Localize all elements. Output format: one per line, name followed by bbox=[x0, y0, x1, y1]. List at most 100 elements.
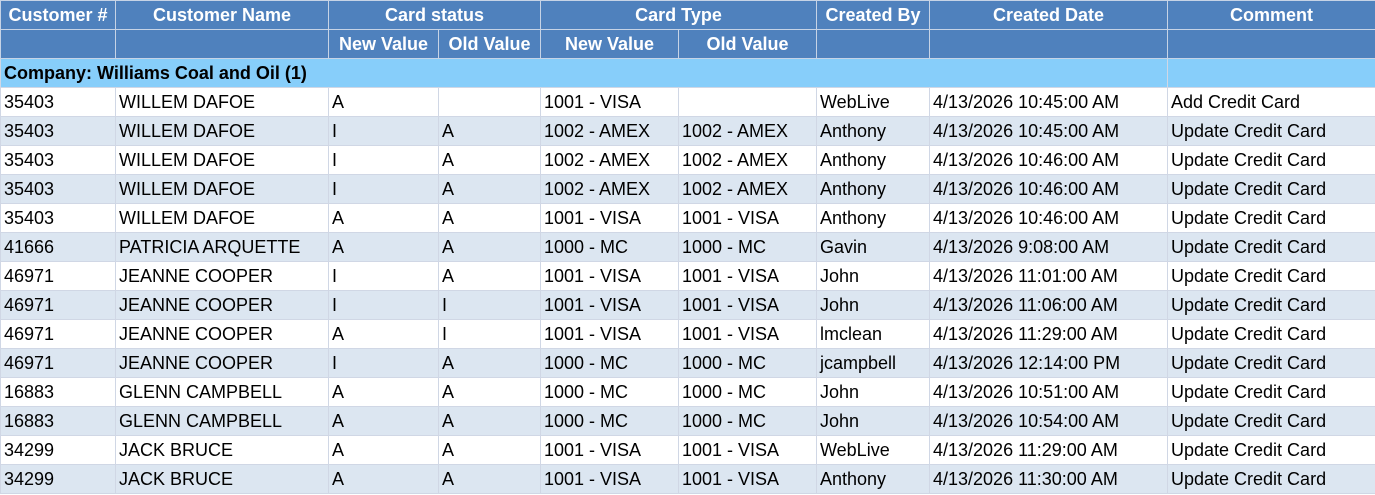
cell: 1001 - VISA bbox=[540, 319, 679, 349]
cell: A bbox=[438, 203, 541, 233]
data-row: 16883 GLENN CAMPBELL A A 1000 - MC 1000 - MC J… bbox=[0, 377, 1375, 407]
cell: I bbox=[438, 290, 541, 320]
cell: 34299 bbox=[0, 464, 116, 494]
cell: A bbox=[328, 87, 439, 117]
cell: 1001 - VISA bbox=[540, 464, 679, 494]
cell: I bbox=[328, 174, 439, 204]
data-row: 35403 WILLEM DAFOE I A 1002 - AMEX 1002 - AME… bbox=[0, 145, 1375, 175]
cell: 4/13/2026 10:46:00 AM bbox=[929, 145, 1168, 175]
cell: 16883 bbox=[0, 377, 116, 407]
sub-header: New Value bbox=[540, 29, 679, 59]
cell bbox=[678, 87, 817, 117]
cell: I bbox=[438, 319, 541, 349]
cell: John bbox=[816, 290, 930, 320]
cell: Update Credit Card bbox=[1167, 406, 1375, 436]
sub-header: Old Value bbox=[438, 29, 541, 59]
cell: A bbox=[438, 377, 541, 407]
column-header: Comment bbox=[1167, 0, 1375, 30]
cell: 4/13/2026 11:01:00 AM bbox=[929, 261, 1168, 291]
cell: WILLEM DAFOE bbox=[115, 174, 329, 204]
cell: A bbox=[438, 464, 541, 494]
cell: WebLive bbox=[816, 87, 930, 117]
cell: WILLEM DAFOE bbox=[115, 116, 329, 146]
data-row: 46971 JEANNE COOPER I A 1001 - VISA 1001 - VI… bbox=[0, 261, 1375, 291]
cell: 1002 - AMEX bbox=[540, 116, 679, 146]
cell: Update Credit Card bbox=[1167, 435, 1375, 465]
cell: A bbox=[328, 464, 439, 494]
data-row: 16883 GLENN CAMPBELL A A 1000 - MC 1000 - MC J… bbox=[0, 406, 1375, 436]
cell: Anthony bbox=[816, 145, 930, 175]
cell: 34299 bbox=[0, 435, 116, 465]
cell: A bbox=[328, 319, 439, 349]
cell: Update Credit Card bbox=[1167, 261, 1375, 291]
header-row: Customer # Customer Name Card status Card T… bbox=[0, 0, 1375, 30]
cell: A bbox=[328, 203, 439, 233]
cell: WILLEM DAFOE bbox=[115, 87, 329, 117]
cell: I bbox=[328, 145, 439, 175]
cell: 35403 bbox=[0, 203, 116, 233]
cell: I bbox=[328, 290, 439, 320]
cell: 1002 - AMEX bbox=[678, 116, 817, 146]
cell: 1001 - VISA bbox=[540, 290, 679, 320]
cell: A bbox=[328, 232, 439, 262]
sub-header: New Value bbox=[328, 29, 439, 59]
cell: Update Credit Card bbox=[1167, 232, 1375, 262]
company-blank bbox=[1167, 58, 1375, 88]
column-header: Card Type bbox=[540, 0, 817, 30]
cell: A bbox=[438, 406, 541, 436]
data-row: 35403 WILLEM DAFOE I A 1002 - AMEX 1002 - AME… bbox=[0, 116, 1375, 146]
cell: A bbox=[328, 406, 439, 436]
cell: 1000 - MC bbox=[678, 348, 817, 378]
cell: 35403 bbox=[0, 116, 116, 146]
cell: Update Credit Card bbox=[1167, 348, 1375, 378]
data-row: 35403 WILLEM DAFOE A 1001 - VISA WebLive 4/13… bbox=[0, 87, 1375, 117]
cell: A bbox=[328, 435, 439, 465]
cell: A bbox=[438, 261, 541, 291]
cell: 1001 - VISA bbox=[678, 464, 817, 494]
cell: A bbox=[438, 232, 541, 262]
cell: PATRICIA ARQUETTE bbox=[115, 232, 329, 262]
cell: 46971 bbox=[0, 290, 116, 320]
table-header: Customer # Customer Name Card status Card T… bbox=[0, 0, 1375, 59]
cell: Update Credit Card bbox=[1167, 377, 1375, 407]
cell: 1000 - MC bbox=[678, 377, 817, 407]
data-row: 46971 JEANNE COOPER I I 1001 - VISA 1001 - VI… bbox=[0, 290, 1375, 320]
cell: 1001 - VISA bbox=[540, 435, 679, 465]
cell: 35403 bbox=[0, 87, 116, 117]
cell: 4/13/2026 10:51:00 AM bbox=[929, 377, 1168, 407]
data-row: 34299 JACK BRUCE A A 1001 - VISA 1001 - VISA W… bbox=[0, 435, 1375, 465]
cell: 35403 bbox=[0, 145, 116, 175]
cell: A bbox=[438, 435, 541, 465]
cell: 1000 - MC bbox=[540, 348, 679, 378]
cell: 1000 - MC bbox=[540, 232, 679, 262]
data-row: 35403 WILLEM DAFOE I A 1002 - AMEX 1002 - AME… bbox=[0, 174, 1375, 204]
cell: Gavin bbox=[816, 232, 930, 262]
cell: Update Credit Card bbox=[1167, 290, 1375, 320]
data-row: 46971 JEANNE COOPER I A 1000 - MC 1000 - MC jc… bbox=[0, 348, 1375, 378]
table-body: Company: Williams Coal and Oil (1) 35403 W… bbox=[0, 58, 1375, 494]
cell: 4/13/2026 11:30:00 AM bbox=[929, 464, 1168, 494]
cell: Update Credit Card bbox=[1167, 174, 1375, 204]
cell: John bbox=[816, 406, 930, 436]
column-header: Created By bbox=[816, 0, 930, 30]
cell: 1001 - VISA bbox=[540, 261, 679, 291]
cell: A bbox=[438, 348, 541, 378]
cell: Add Credit Card bbox=[1167, 87, 1375, 117]
cell: 4/13/2026 12:14:00 PM bbox=[929, 348, 1168, 378]
cell: 4/13/2026 10:45:00 AM bbox=[929, 116, 1168, 146]
cell: 1001 - VISA bbox=[540, 87, 679, 117]
cell: jcampbell bbox=[816, 348, 930, 378]
cell: JEANNE COOPER bbox=[115, 261, 329, 291]
cell: 1001 - VISA bbox=[678, 319, 817, 349]
cell: 1001 - VISA bbox=[678, 203, 817, 233]
cell: JEANNE COOPER bbox=[115, 348, 329, 378]
cell: I bbox=[328, 348, 439, 378]
cell: 16883 bbox=[0, 406, 116, 436]
cell: 1001 - VISA bbox=[678, 290, 817, 320]
data-row: 34299 JACK BRUCE A A 1001 - VISA 1001 - VISA A… bbox=[0, 464, 1375, 494]
cell: A bbox=[438, 145, 541, 175]
cell: GLENN CAMPBELL bbox=[115, 377, 329, 407]
cell: WebLive bbox=[816, 435, 930, 465]
cell: 41666 bbox=[0, 232, 116, 262]
